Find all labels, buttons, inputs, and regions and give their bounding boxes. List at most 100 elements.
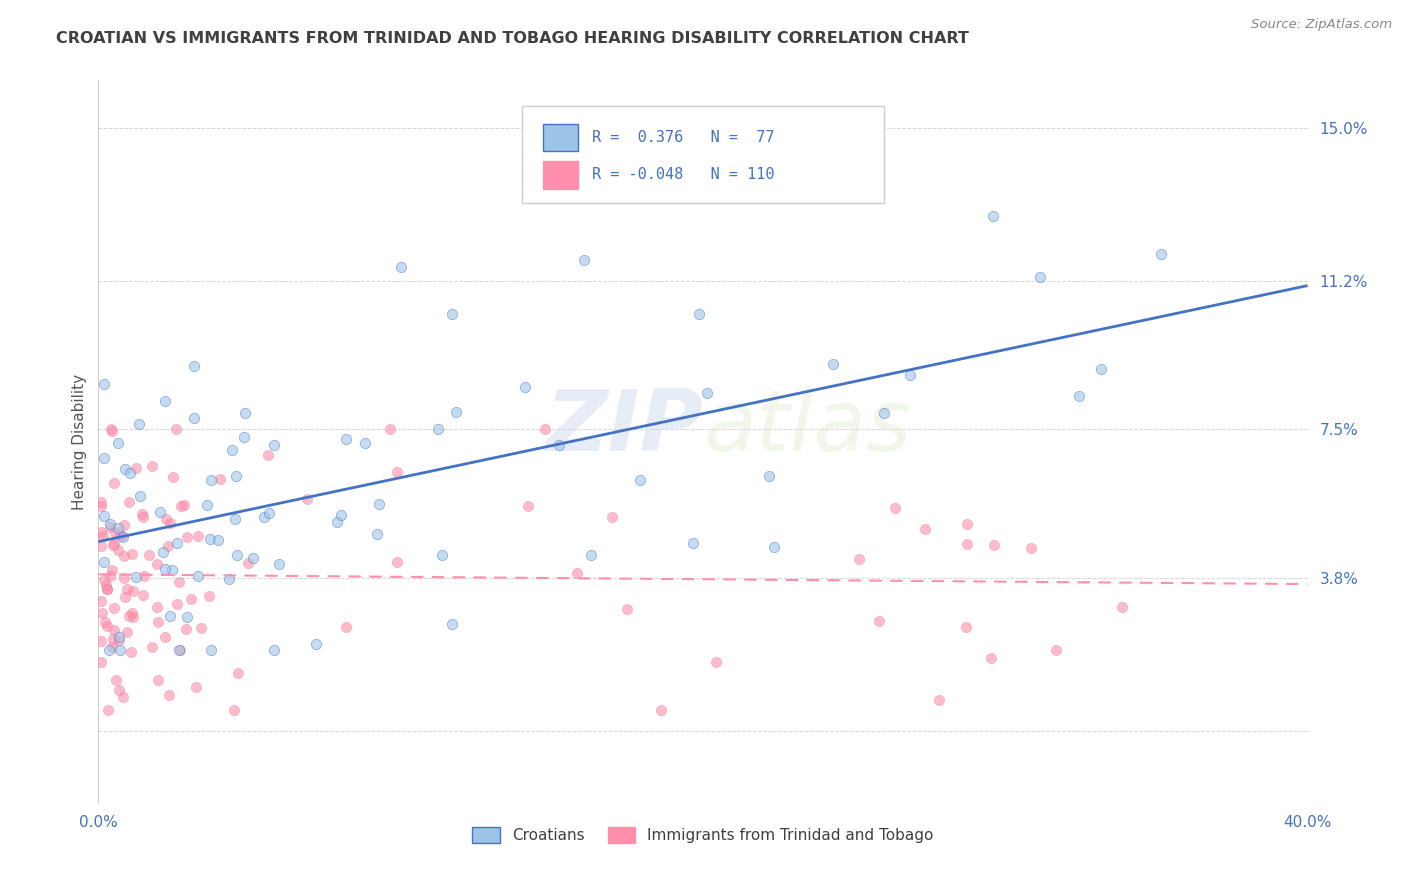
- Point: [112, 518, 135, 533]
- Point: [267, 557, 290, 571]
- Point: [146, 615, 169, 629]
- Point: [1067, 389, 1090, 403]
- Point: [90, 655, 112, 669]
- Point: [353, 436, 375, 450]
- Point: [628, 473, 651, 487]
- Point: [111, 690, 134, 704]
- Point: [128, 417, 150, 432]
- Point: [98, 520, 121, 534]
- Point: [134, 569, 156, 583]
- Point: [981, 209, 1004, 223]
- Point: [184, 680, 207, 694]
- Point: [183, 411, 205, 425]
- Point: [385, 465, 408, 479]
- Point: [326, 515, 349, 529]
- Point: [98, 568, 121, 582]
- Point: [253, 509, 276, 524]
- Point: [104, 524, 127, 539]
- Point: [432, 548, 454, 562]
- Point: [125, 570, 148, 584]
- Point: [132, 588, 155, 602]
- Point: [225, 549, 247, 563]
- Point: [121, 607, 143, 621]
- Point: [107, 542, 129, 557]
- Point: [93, 555, 115, 569]
- Point: [548, 438, 571, 452]
- Point: [221, 443, 243, 458]
- Point: [218, 572, 240, 586]
- Point: [574, 252, 596, 267]
- Point: [103, 476, 125, 491]
- Point: [224, 703, 246, 717]
- Point: [121, 547, 143, 561]
- Point: [157, 689, 180, 703]
- Point: [263, 643, 285, 657]
- Point: [153, 394, 176, 409]
- Point: [120, 466, 142, 480]
- Point: [104, 673, 127, 687]
- Point: [257, 506, 280, 520]
- Point: [149, 505, 172, 519]
- Point: [226, 666, 249, 681]
- Point: [224, 511, 246, 525]
- Point: [118, 495, 141, 509]
- Point: [93, 376, 115, 391]
- Point: [129, 490, 152, 504]
- Point: [208, 472, 231, 486]
- Point: [868, 614, 890, 628]
- Point: [120, 645, 142, 659]
- Point: [122, 610, 145, 624]
- Point: [112, 571, 135, 585]
- Point: [380, 423, 402, 437]
- Point: [928, 693, 950, 707]
- Point: [98, 517, 121, 532]
- Point: [389, 260, 412, 274]
- Point: [108, 630, 131, 644]
- Point: [956, 537, 979, 551]
- Point: [167, 643, 190, 657]
- Point: [90, 634, 112, 648]
- Point: [1090, 361, 1112, 376]
- Point: [141, 458, 163, 473]
- Point: [170, 499, 193, 513]
- Text: CROATIAN VS IMMIGRANTS FROM TRINIDAD AND TOBAGO HEARING DISABILITY CORRELATION C: CROATIAN VS IMMIGRANTS FROM TRINIDAD AND…: [56, 31, 969, 46]
- Point: [980, 651, 1002, 665]
- Point: [94, 577, 117, 591]
- Point: [141, 640, 163, 655]
- Point: [579, 548, 602, 562]
- Point: [1111, 600, 1133, 615]
- Point: [131, 507, 153, 521]
- Text: Source: ZipAtlas.com: Source: ZipAtlas.com: [1251, 18, 1392, 31]
- Point: [117, 625, 139, 640]
- Point: [124, 461, 146, 475]
- Point: [366, 527, 388, 541]
- Point: [236, 556, 259, 570]
- Point: [107, 521, 129, 535]
- Point: [763, 540, 786, 554]
- Point: [1150, 246, 1173, 260]
- Point: [173, 498, 195, 512]
- Point: [111, 529, 134, 543]
- Point: [426, 422, 449, 436]
- Point: [200, 643, 222, 657]
- Point: [162, 470, 184, 484]
- Point: [90, 495, 112, 509]
- Point: [165, 423, 187, 437]
- Point: [688, 307, 710, 321]
- Point: [884, 501, 907, 516]
- Point: [197, 589, 219, 603]
- Point: [114, 591, 136, 605]
- Point: [166, 598, 188, 612]
- Point: [233, 406, 256, 420]
- Point: [821, 357, 844, 371]
- Point: [94, 615, 117, 629]
- Point: [155, 562, 177, 576]
- Point: [101, 538, 124, 552]
- Point: [101, 640, 124, 654]
- Point: [108, 527, 131, 541]
- Point: [305, 637, 328, 651]
- Point: [122, 583, 145, 598]
- Point: [956, 516, 979, 531]
- Point: [441, 307, 464, 321]
- Point: [146, 600, 169, 615]
